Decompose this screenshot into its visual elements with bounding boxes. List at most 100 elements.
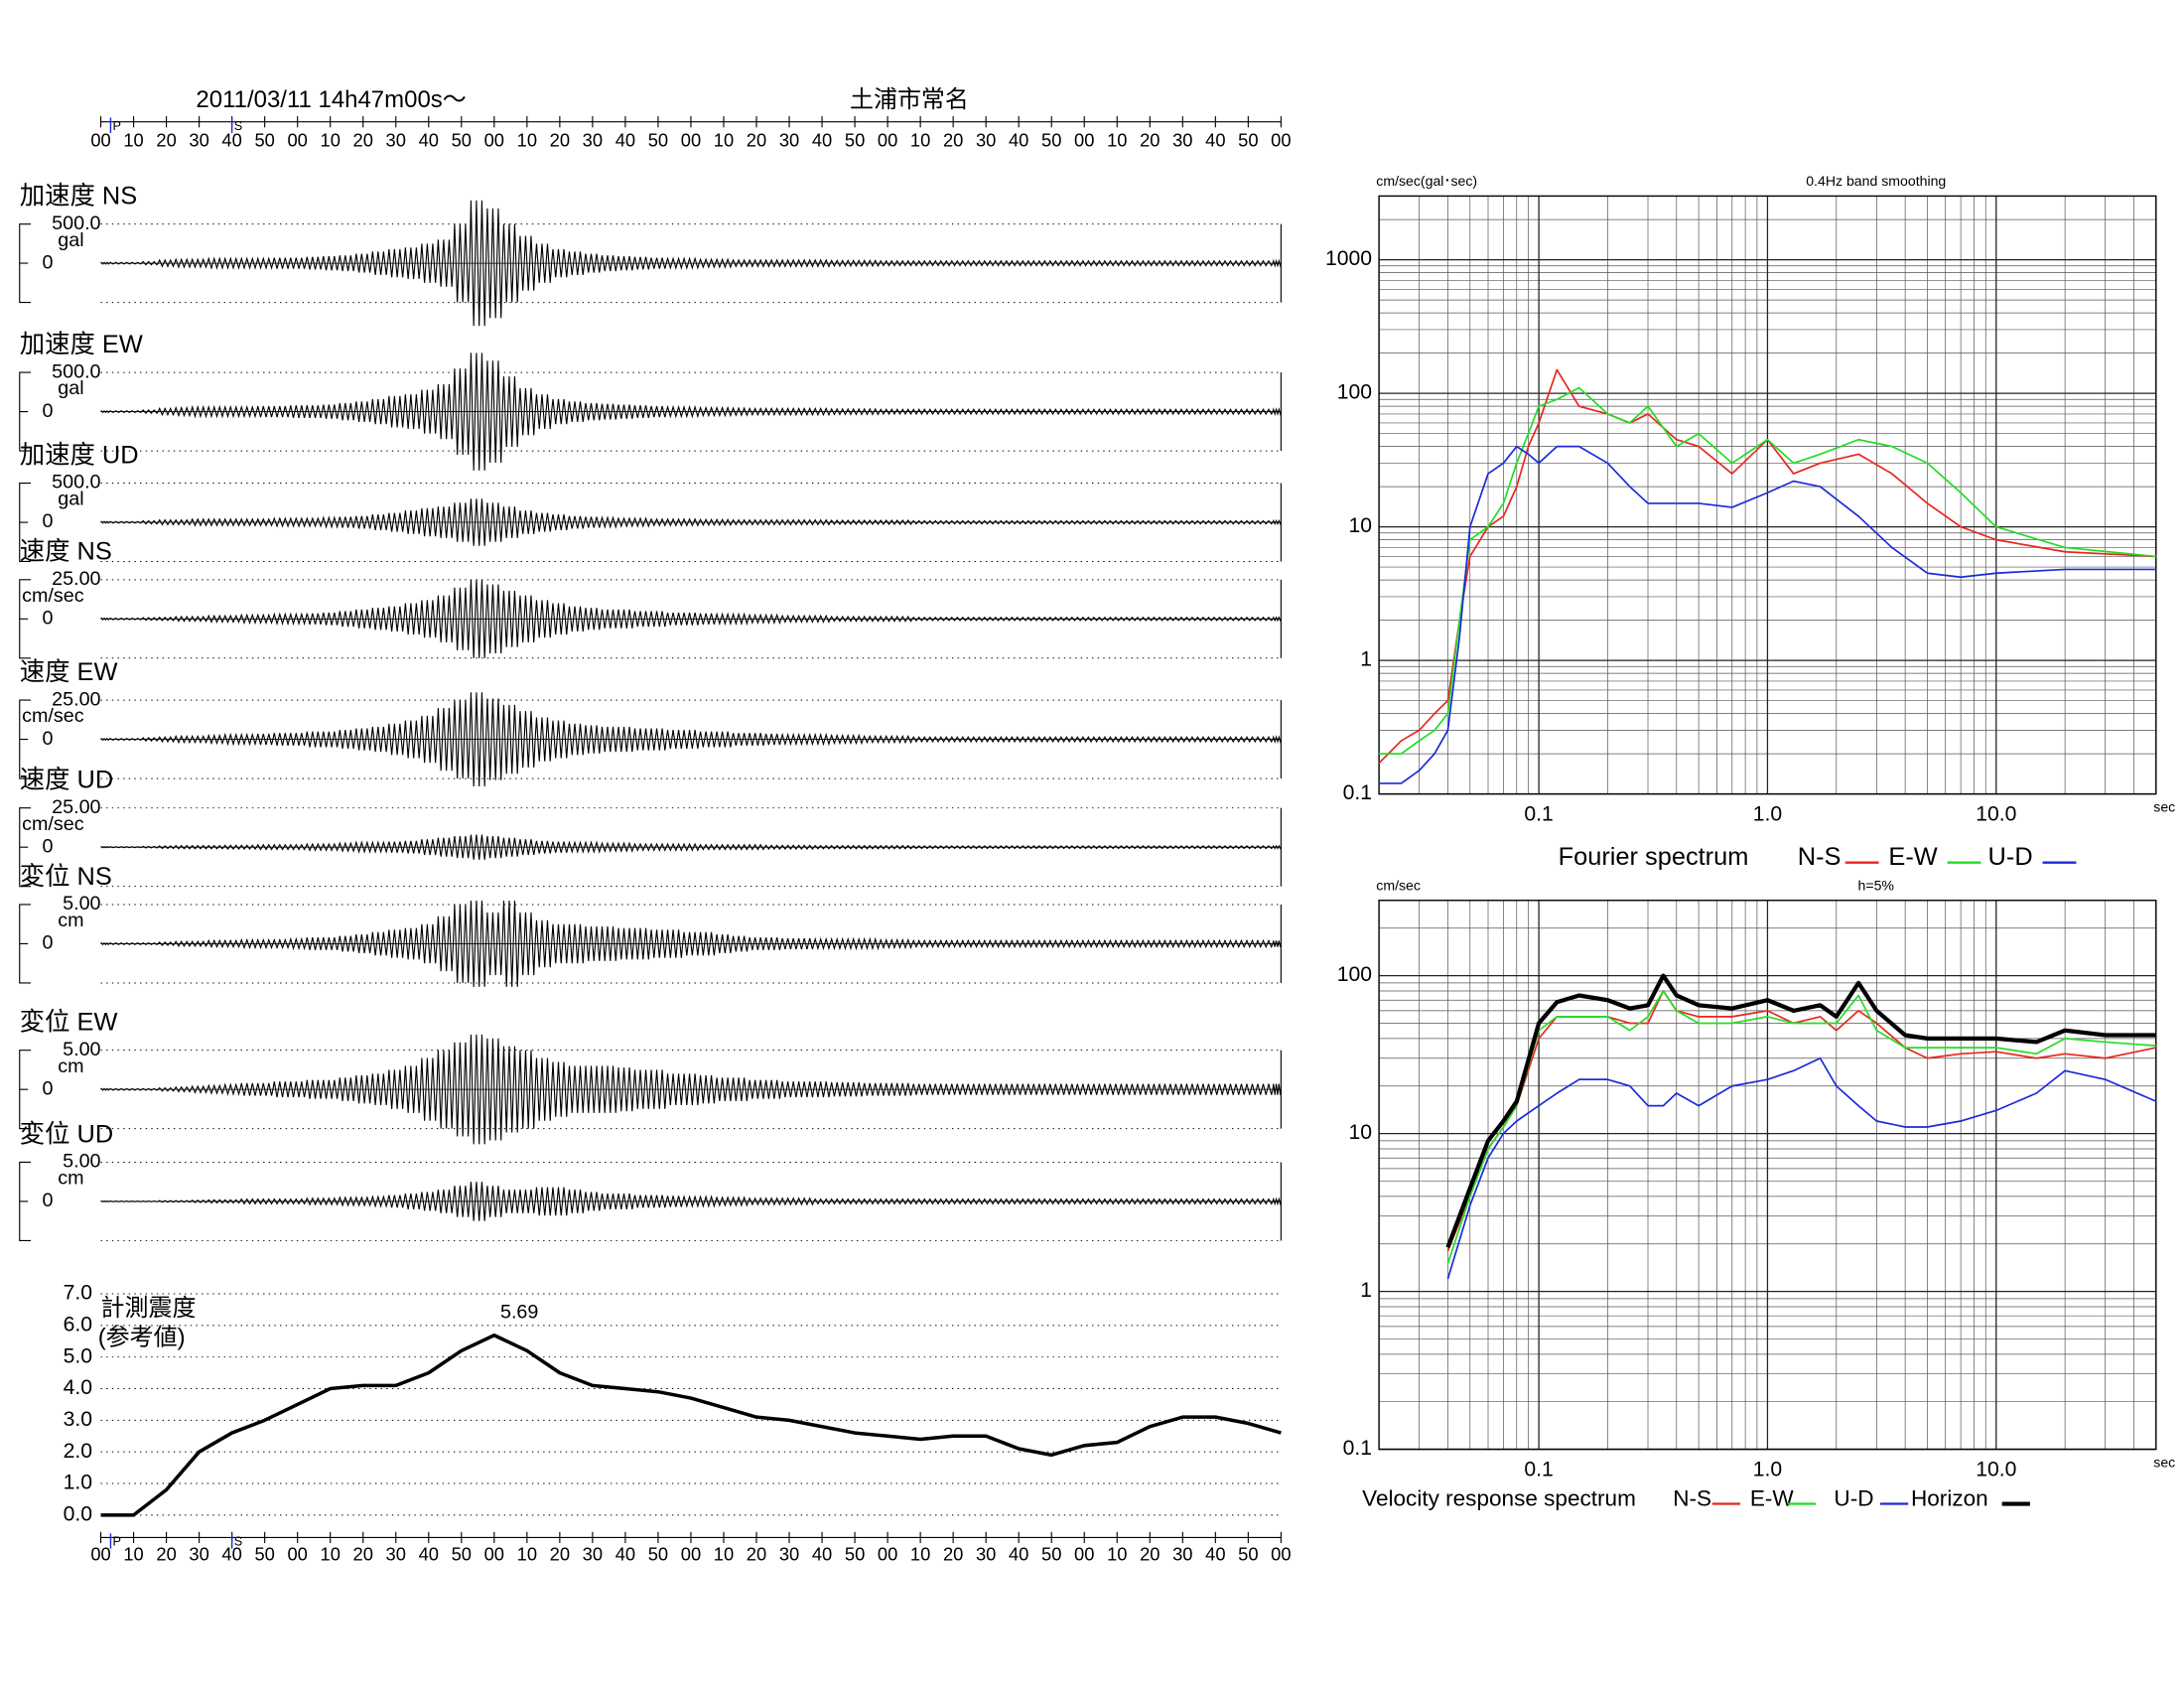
waveform-segment	[1158, 736, 1175, 744]
waveform-segment	[1058, 938, 1077, 949]
phase-label: S	[234, 1535, 242, 1549]
waveform-segment	[665, 1196, 684, 1207]
waveform-segment	[403, 840, 422, 854]
waveform-segment	[518, 912, 536, 976]
waveform-segment	[600, 255, 618, 272]
waveform-segment	[731, 733, 750, 747]
y-tick-label: 4.0	[64, 1376, 92, 1399]
waveform-segment	[501, 590, 520, 647]
waveform-segment	[1025, 408, 1044, 416]
waveform-segment	[386, 512, 405, 532]
waveform-segment	[452, 904, 471, 983]
waveform-segment	[419, 507, 438, 537]
waveform-segment	[1042, 1197, 1060, 1205]
waveform-segment	[403, 247, 422, 279]
waveform-segment	[1125, 519, 1143, 525]
trace-label: 変位 EW	[20, 1009, 118, 1037]
x-tick-label: 1.0	[1753, 802, 1782, 825]
waveform-segment	[994, 616, 1012, 622]
waveform-segment	[321, 612, 340, 626]
waveform-segment	[567, 923, 586, 964]
waveform-segment	[157, 845, 176, 850]
waveform-segment	[993, 938, 1012, 949]
waveform-segment	[1010, 1197, 1027, 1205]
waveform-segment	[846, 519, 864, 525]
time-tick-label: 20	[156, 129, 176, 150]
waveform-segment	[715, 257, 733, 269]
waveform-segment	[1272, 258, 1282, 268]
waveform-segment	[1223, 408, 1241, 416]
waveform-segment	[1010, 408, 1027, 416]
waveform-segment	[993, 1083, 1012, 1095]
waveform-segment	[469, 579, 487, 658]
waveform-segment	[321, 1079, 340, 1099]
waveform-segment	[1010, 519, 1027, 525]
waveform-segment	[501, 837, 520, 857]
waveform-segment	[1058, 1197, 1077, 1205]
scale-label: 5.00	[63, 1151, 100, 1173]
waveform-segment	[1272, 616, 1282, 623]
waveform-segment	[1108, 1083, 1127, 1095]
waveform-segment	[321, 404, 340, 419]
waveform-segment	[239, 844, 257, 851]
waveform-segment	[911, 736, 929, 744]
trace-label: 加速度 EW	[20, 331, 143, 358]
waveform-segment	[419, 715, 438, 764]
waveform-segment	[370, 251, 389, 276]
waveform-segment	[100, 409, 110, 414]
waveform-segment	[1239, 1197, 1258, 1205]
waveform-segment	[1256, 519, 1274, 525]
waveform-segment	[1075, 616, 1093, 622]
unit-label: cm	[58, 1168, 83, 1190]
waveform-segment	[1190, 1197, 1208, 1205]
waveform-segment	[1042, 845, 1060, 850]
trace-bracket	[19, 579, 32, 659]
waveform-segment	[1158, 259, 1175, 267]
trace-label: 速度 UD	[20, 767, 113, 794]
waveform-segment	[1190, 616, 1208, 622]
waveform-segment	[403, 1193, 422, 1209]
waveform-segment	[338, 730, 356, 750]
waveform-segment	[584, 402, 602, 421]
waveform-segment	[353, 253, 372, 273]
waveform-segment	[305, 937, 323, 950]
time-tick-label: 10	[321, 129, 341, 150]
waveform-segment	[796, 518, 815, 526]
waveform-segment	[1010, 616, 1027, 622]
waveform-segment	[616, 609, 634, 629]
waveform-segment	[911, 259, 929, 267]
waveform-segment	[158, 1199, 176, 1203]
time-tick-label: 50	[254, 129, 274, 150]
waveform-segment	[944, 259, 962, 267]
waveform-segment	[829, 844, 848, 850]
waveform-segment	[715, 1077, 733, 1102]
x-tick-label: 0.1	[1524, 1458, 1553, 1480]
trace-bracket	[19, 223, 32, 304]
waveform-segment	[125, 1087, 143, 1091]
waveform-segment	[698, 517, 717, 527]
waveform-segment	[288, 612, 307, 627]
waveform-segment	[1058, 736, 1077, 744]
waveform-segment	[141, 737, 159, 743]
waveform-segment	[534, 717, 553, 762]
waveform-segment	[469, 1182, 487, 1221]
waveform-segment	[469, 901, 487, 987]
time-tick-label: 00	[1271, 1544, 1291, 1565]
waveform-segment	[894, 1082, 913, 1096]
trace-label: 加速度 UD	[20, 441, 139, 469]
waveform-segment	[1190, 736, 1208, 744]
waveform-segment	[911, 845, 929, 850]
waveform-segment	[894, 259, 913, 267]
waveform-segment	[911, 408, 929, 416]
time-tick-label: 10	[714, 1544, 734, 1565]
waveform-segment	[829, 1197, 848, 1205]
trace-label: 速度 EW	[20, 658, 118, 686]
waveform-segment	[288, 516, 307, 528]
waveform-segment	[665, 404, 684, 419]
waveform-segment	[763, 258, 782, 268]
time-tick-label: 00	[681, 129, 701, 150]
waveform-segment	[403, 927, 422, 960]
waveform-segment	[1239, 616, 1258, 622]
waveform-segment	[944, 938, 962, 949]
waveform-segment	[1125, 845, 1143, 850]
